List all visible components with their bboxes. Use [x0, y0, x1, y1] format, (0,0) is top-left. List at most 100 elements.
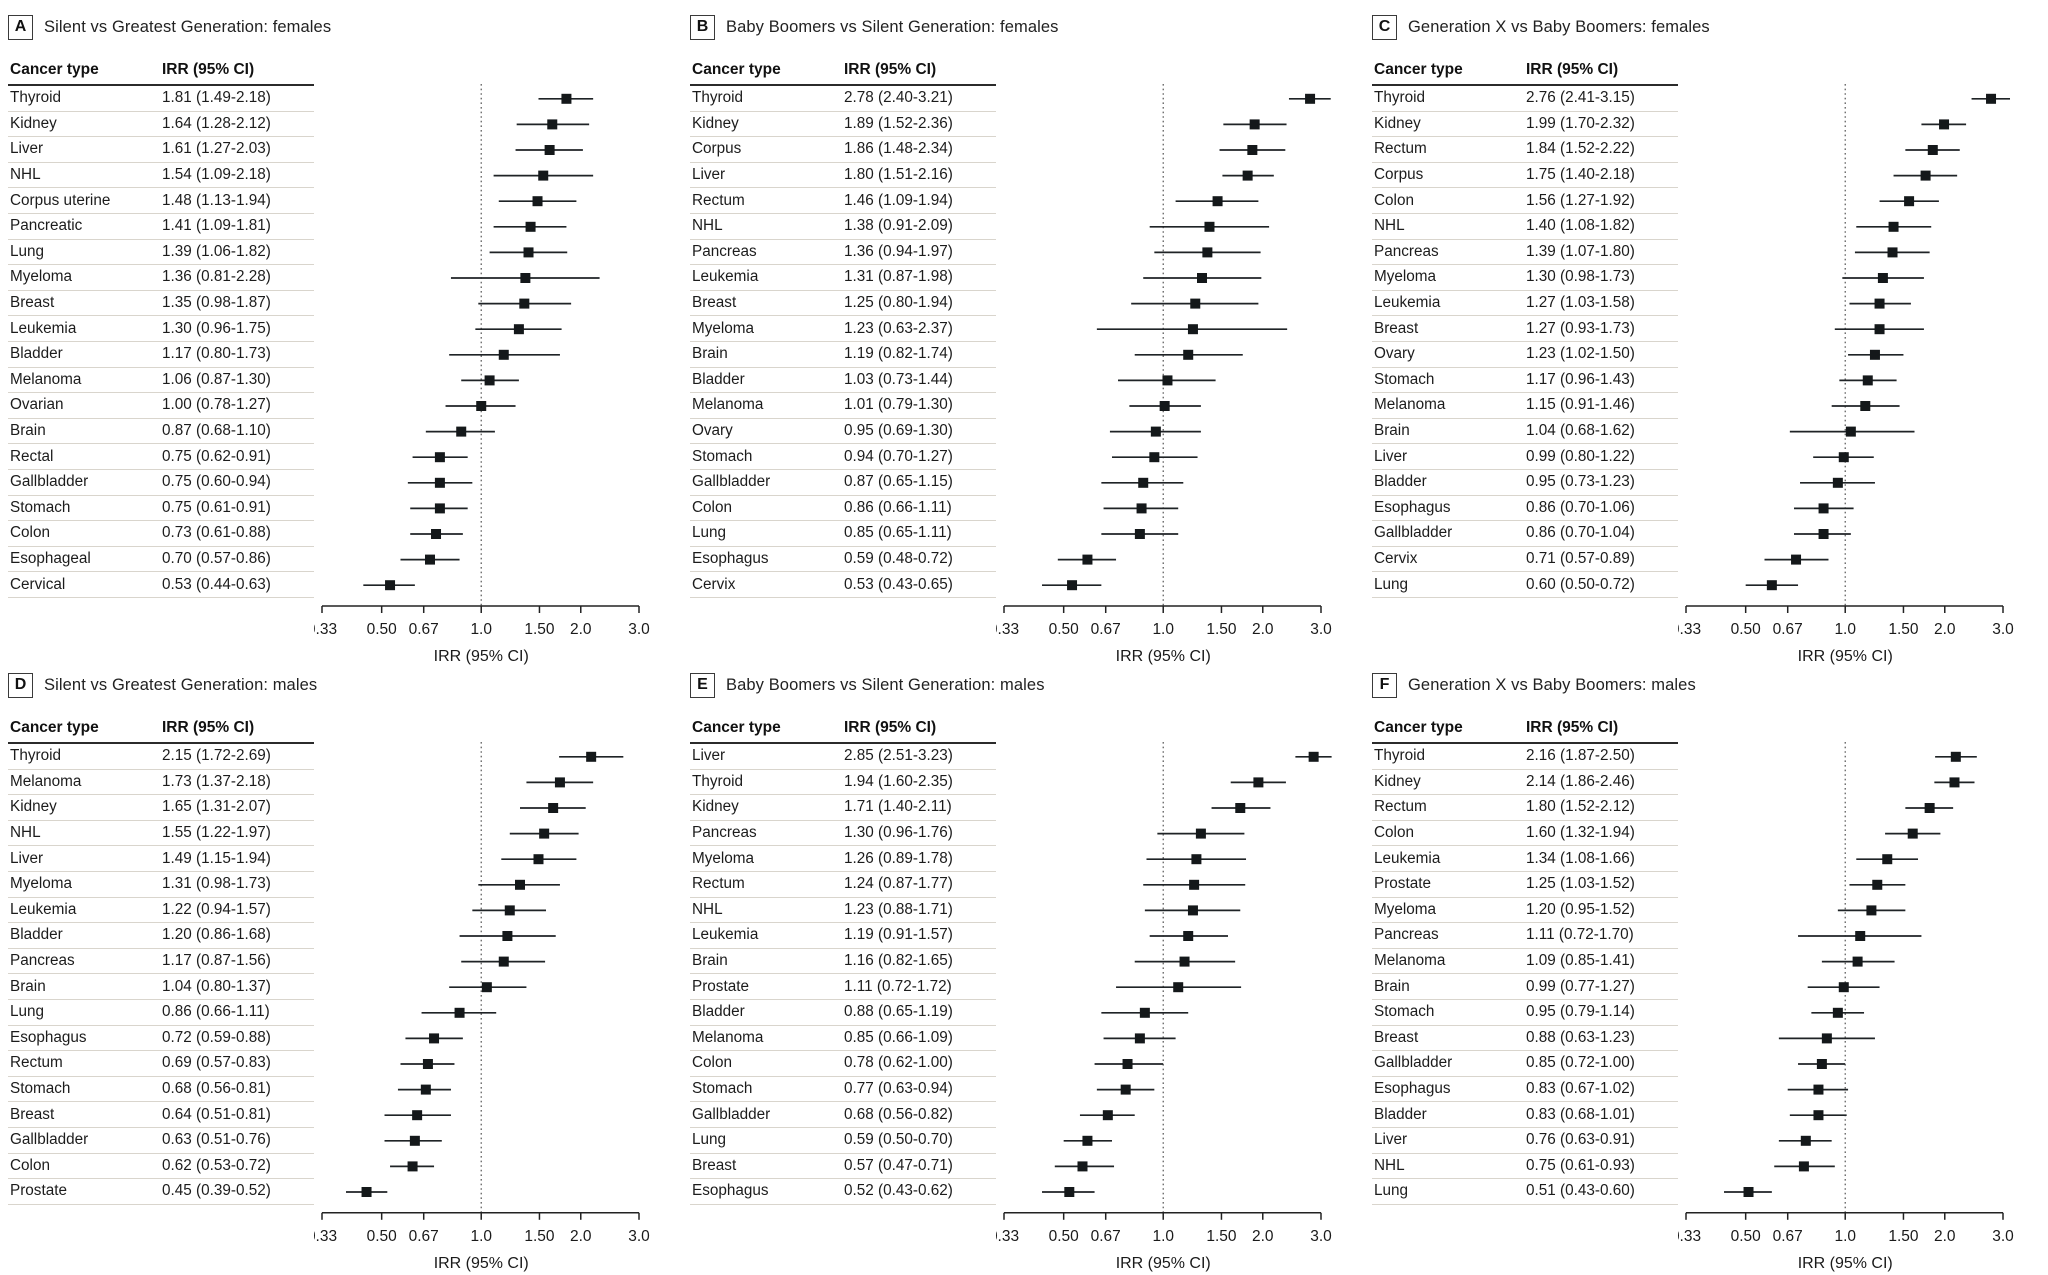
irr-ci-value: 1.30 (0.96-1.75)	[162, 319, 271, 337]
table-row: Cervical 0.53 (0.44-0.63)	[8, 572, 314, 598]
table-row: Corpus uterine 1.48 (1.13-1.94)	[8, 188, 314, 214]
point-estimate-marker	[1082, 1135, 1093, 1146]
point-estimate-marker	[424, 554, 435, 565]
irr-ci-value: 1.11 (0.72-1.70)	[1526, 926, 1634, 944]
irr-ci-value: 0.94 (0.70-1.27)	[844, 447, 953, 465]
table-row: Breast 1.25 (0.80-1.94)	[690, 291, 996, 317]
table-row: Myeloma 1.26 (0.89-1.78)	[690, 846, 996, 872]
table-row: Bladder 0.88 (0.65-1.19)	[690, 1000, 996, 1026]
panel-letter: E	[690, 672, 715, 698]
irr-ci-value: 1.03 (0.73-1.44)	[844, 370, 953, 388]
x-axis-tick-label: 1.0	[1152, 1228, 1174, 1245]
table-row: Melanoma 1.01 (0.79-1.30)	[690, 393, 996, 419]
irr-ci-value: 0.64 (0.51-0.81)	[162, 1105, 271, 1123]
cancer-type-label: Thyroid	[692, 89, 744, 107]
table-row: NHL 1.54 (1.09-2.18)	[8, 163, 314, 189]
cancer-type-label: Colon	[10, 1156, 50, 1174]
forest-plot-pane: 0.33 0.50 0.67 1.0 1.50 2.0 3.0 IRR (95% CI)	[314, 712, 690, 1275]
table-row: NHL 1.23 (0.88-1.71)	[690, 898, 996, 924]
panel-letter: A	[8, 14, 33, 40]
panel-b: B Baby Boomers vs Silent Generation: fema…	[682, 6, 1364, 665]
cancer-type-label: Corpus	[692, 140, 742, 158]
cancer-type-label: Ovarian	[10, 396, 64, 414]
cancer-type-label: Breast	[10, 1105, 55, 1123]
point-estimate-marker	[1187, 324, 1198, 335]
irr-ci-value: 2.85 (2.51-3.23)	[844, 747, 953, 765]
table-header: Cancer type IRR (95% CI)	[8, 712, 314, 744]
forest-plot-svg: 0.33 0.50 0.67 1.0 1.50 2.0 3.0 IRR (95% CI)	[996, 741, 1332, 1272]
table-row: Stomach 0.95 (0.79-1.14)	[1372, 1000, 1678, 1026]
table-row: Lung 0.51 (0.43-0.60)	[1372, 1179, 1678, 1205]
column-header-irr: IRR (95% CI)	[1526, 61, 1619, 78]
table-row: Thyroid 2.15 (1.72-2.69)	[8, 744, 314, 770]
irr-ci-value: 1.23 (1.02-1.50)	[1526, 345, 1635, 363]
point-estimate-marker	[1874, 324, 1885, 335]
x-axis-tick-label: 1.0	[470, 621, 492, 638]
panel-letter: B	[690, 14, 715, 40]
irr-ci-value: 1.56 (1.27-1.92)	[1526, 191, 1635, 209]
cancer-type-label: Brain	[10, 977, 46, 995]
point-estimate-marker	[1173, 982, 1184, 993]
cancer-type-label: Esophageal	[10, 549, 91, 567]
cancer-type-label: Lung	[1374, 1182, 1409, 1200]
irr-ci-value: 0.45 (0.39-0.52)	[162, 1182, 271, 1200]
x-axis-tick-label: 3.0	[1992, 621, 2014, 638]
point-estimate-marker	[515, 879, 526, 890]
table-row: Esophagus 0.72 (0.59-0.88)	[8, 1026, 314, 1052]
table-row: Rectum 1.24 (0.87-1.77)	[690, 872, 996, 898]
table-row: Pancreas 1.17 (0.87-1.56)	[8, 949, 314, 975]
cancer-type-label: Myeloma	[10, 268, 73, 286]
point-estimate-marker	[1888, 221, 1899, 232]
irr-ci-value: 1.17 (0.80-1.73)	[162, 345, 271, 363]
table-row: Kidney 1.89 (1.52-2.36)	[690, 112, 996, 138]
cancer-type-label: Stomach	[10, 1080, 71, 1098]
panel-f: F Generation X vs Baby Boomers: males Canc…	[1364, 664, 2048, 1275]
cancer-type-label: Myeloma	[1374, 268, 1437, 286]
x-axis-tick-label: 3.0	[1992, 1228, 2014, 1245]
cancer-type-label: Pancreatic	[10, 217, 83, 235]
forest-plot-pane: 0.33 0.50 0.67 1.0 1.50 2.0 3.0 IRR (95% CI)	[996, 54, 1372, 668]
cancer-type-label: Gallbladder	[1374, 1054, 1453, 1072]
cancer-type-label: Stomach	[10, 498, 71, 516]
x-axis-tick-label: 1.50	[1206, 1228, 1236, 1245]
irr-ci-value: 1.39 (1.07-1.80)	[1526, 242, 1635, 260]
cancer-type-label: Breast	[1374, 319, 1419, 337]
point-estimate-marker	[544, 145, 555, 155]
cancer-type-label: Bladder	[1374, 1105, 1427, 1123]
forest-plot-svg: 0.33 0.50 0.67 1.0 1.50 2.0 3.0 IRR (95% CI)	[996, 84, 1332, 665]
irr-ci-value: 1.73 (1.37-2.18)	[162, 772, 271, 790]
point-estimate-marker	[1197, 273, 1208, 283]
cancer-type-label: Esophagus	[10, 1028, 87, 1046]
cancer-type-label: Stomach	[692, 1080, 753, 1098]
cancer-type-label: Kidney	[1374, 772, 1421, 790]
data-table: Cancer type IRR (95% CI) Thyroid 2.15 (1.72…	[8, 712, 314, 1205]
point-estimate-marker	[1845, 426, 1856, 437]
point-estimate-marker	[1191, 854, 1202, 865]
panel-title: Silent vs Greatest Generation: males	[44, 675, 318, 694]
point-estimate-marker	[1202, 247, 1213, 258]
irr-ci-value: 0.57 (0.47-0.71)	[844, 1156, 953, 1174]
table-row: Liver 1.49 (1.15-1.94)	[8, 846, 314, 872]
point-estimate-marker	[547, 119, 558, 130]
point-estimate-marker	[484, 375, 495, 386]
point-estimate-marker	[1877, 273, 1888, 283]
table-row: Brain 1.04 (0.80-1.37)	[8, 974, 314, 1000]
table-row: Esophagus 0.83 (0.67-1.02)	[1372, 1077, 1678, 1103]
point-estimate-marker	[1939, 119, 1950, 130]
irr-ci-value: 0.99 (0.77-1.27)	[1526, 977, 1635, 995]
irr-ci-value: 1.27 (1.03-1.58)	[1526, 294, 1635, 312]
cancer-type-label: Myeloma	[692, 849, 755, 867]
irr-ci-value: 0.68 (0.56-0.82)	[844, 1105, 953, 1123]
panel-letter: C	[1372, 14, 1397, 40]
table-row: NHL 0.75 (0.61-0.93)	[1372, 1154, 1678, 1180]
cancer-type-label: NHL	[692, 217, 723, 235]
cancer-type-label: Esophagus	[1374, 1080, 1451, 1098]
cancer-type-label: Lung	[692, 524, 727, 542]
point-estimate-marker	[429, 1033, 440, 1044]
x-axis-tick-label: 0.33	[314, 621, 337, 638]
column-header-cancer-type: Cancer type	[692, 719, 781, 736]
cancer-type-label: Pancreas	[1374, 926, 1439, 944]
table-row: Leukemia 1.30 (0.96-1.75)	[8, 316, 314, 342]
point-estimate-marker	[1832, 477, 1843, 488]
table-row: Thyroid 1.94 (1.60-2.35)	[690, 770, 996, 796]
